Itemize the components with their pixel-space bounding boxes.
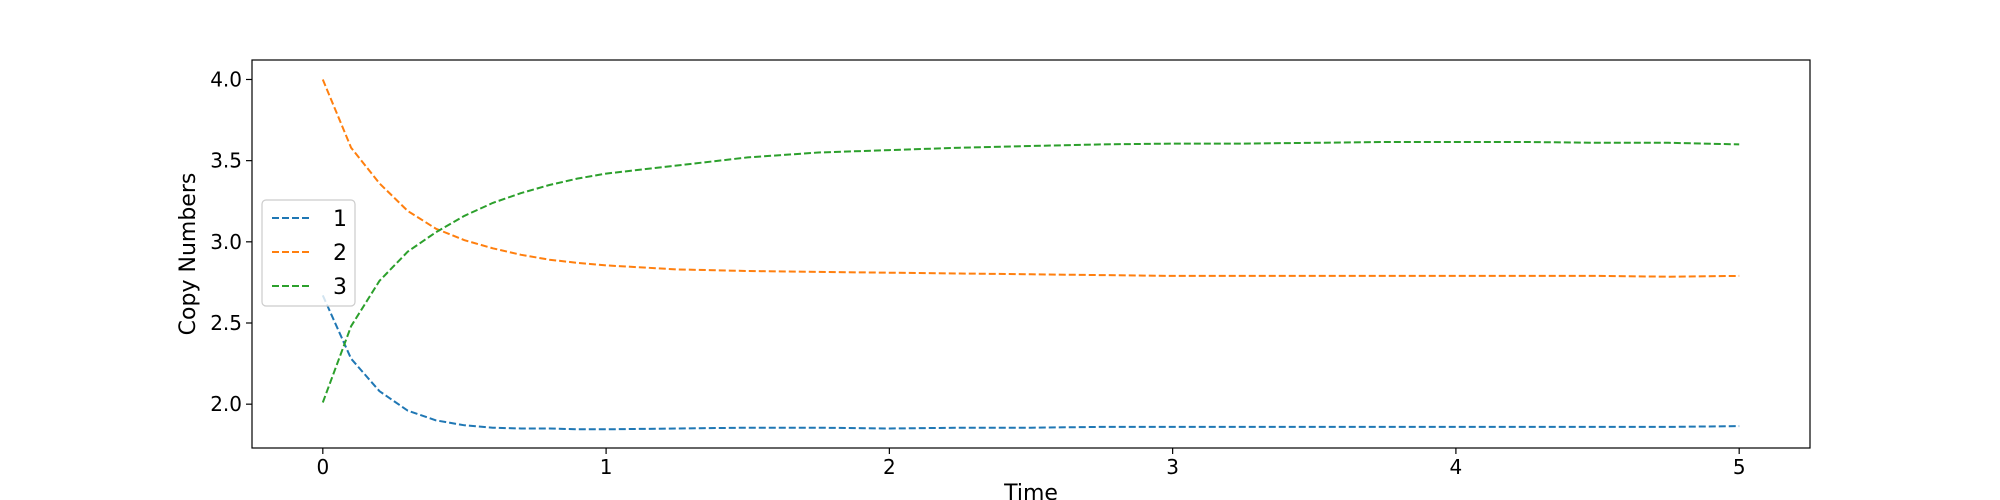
x-tick-label: 0 <box>316 455 329 479</box>
y-tick-label: 3.5 <box>210 149 242 173</box>
y-tick-label: 2.5 <box>210 311 242 335</box>
y-tick-label: 2.0 <box>210 392 242 416</box>
x-tick-label: 4 <box>1450 455 1463 479</box>
y-tick-label: 4.0 <box>210 67 242 91</box>
x-tick-label: 1 <box>600 455 613 479</box>
series-line-1 <box>321 294 1740 431</box>
x-tick-label: 5 <box>1733 455 1746 479</box>
series-lines <box>321 79 1740 431</box>
series-line-2 <box>321 79 1740 278</box>
plot-area-frame <box>251 59 1811 449</box>
x-tick-label: 2 <box>883 455 896 479</box>
series-line-3 <box>321 141 1740 403</box>
x-tick-label: 3 <box>1166 455 1179 479</box>
legend-label-1: 1 <box>333 207 347 232</box>
x-axis: 0 1 2 3 4 5 <box>316 448 1746 479</box>
y-tick-label: 3.0 <box>210 230 242 254</box>
x-axis-title: Time <box>1003 481 1058 500</box>
y-axis: 2.0 2.5 3.0 3.5 4.0 <box>210 67 252 416</box>
legend-label-3: 3 <box>333 275 347 300</box>
legend-label-2: 2 <box>333 241 347 266</box>
y-axis-title: Copy Numbers <box>176 173 201 336</box>
legend: 1 2 3 <box>261 199 356 307</box>
